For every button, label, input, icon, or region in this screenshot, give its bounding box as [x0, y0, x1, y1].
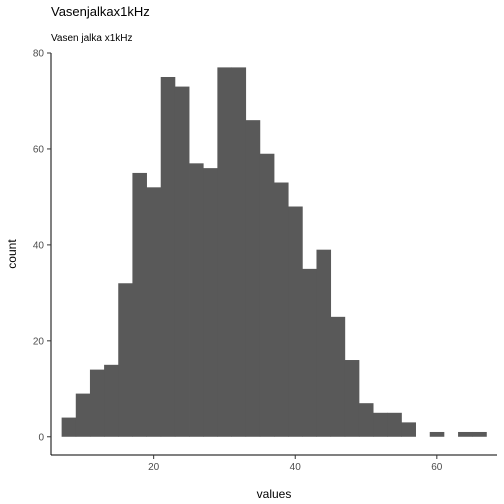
histogram-bar-17	[302, 268, 317, 437]
histogram-bar-5	[132, 172, 147, 437]
y-tick-label-0: 0	[38, 432, 44, 443]
histogram-bar-15	[274, 182, 289, 437]
histogram-bar-21	[358, 403, 374, 437]
histogram-bar-18	[316, 249, 332, 437]
histogram-bar-3	[104, 364, 119, 437]
histogram-bar-9	[189, 163, 204, 437]
x-tick-label-20: 20	[148, 462, 160, 473]
histogram-bar-24	[401, 422, 416, 437]
y-axis-title: count	[5, 239, 19, 269]
histogram-bar-23	[387, 412, 402, 437]
chart-subtitle: Vasen jalka x1kHz	[51, 33, 133, 44]
y-tick-label-80: 80	[33, 49, 45, 60]
histogram-bar-8	[174, 86, 190, 437]
histogram-bar-22	[373, 412, 388, 437]
histogram-bar-2	[89, 369, 105, 437]
histogram-bar-13	[245, 120, 261, 437]
histogram-bar-7	[160, 76, 176, 437]
histogram-bar-28	[458, 431, 473, 437]
histogram-bar-11	[217, 67, 232, 437]
bars-group	[61, 67, 487, 437]
histogram-bar-20	[344, 360, 360, 437]
histogram-bar-29	[472, 431, 487, 437]
histogram-bar-6	[146, 187, 162, 437]
histogram-bar-26	[429, 431, 445, 437]
histogram-bar-19	[330, 316, 346, 437]
x-axis-title: values	[257, 487, 292, 501]
histogram-bar-10	[203, 168, 218, 437]
x-axis-ticks: 20 40 60	[148, 455, 443, 473]
histogram-bar-16	[288, 206, 303, 437]
y-tick-label-60: 60	[33, 144, 45, 155]
x-tick-label-40: 40	[290, 462, 302, 473]
histogram-bar-12	[231, 67, 247, 437]
y-tick-label-20: 20	[33, 336, 45, 347]
histogram-bar-4	[118, 283, 133, 437]
histogram-bar-14	[259, 153, 275, 437]
y-tick-label-40: 40	[33, 240, 45, 251]
y-axis-ticks: 0 20 40 60 80	[33, 49, 51, 443]
histogram-bar-0	[61, 417, 77, 437]
histogram-bar-1	[75, 393, 91, 437]
chart-title: Vasenjalkax1kHz	[51, 4, 150, 19]
x-tick-label-60: 60	[431, 462, 443, 473]
